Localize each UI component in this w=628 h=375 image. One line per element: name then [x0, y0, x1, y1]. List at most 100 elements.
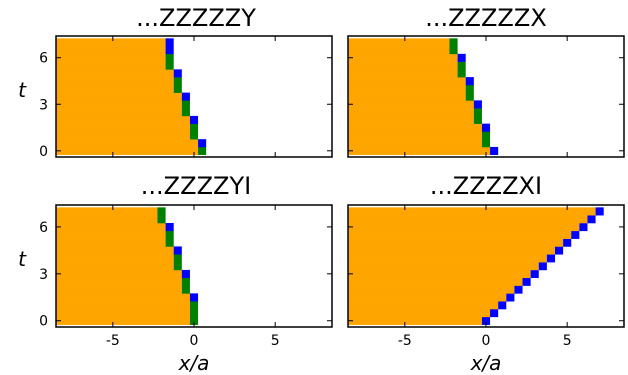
x-tick-label: -5: [106, 333, 120, 349]
plot-frame: [55, 204, 333, 328]
marker-cell: [555, 246, 564, 255]
marker-cell: [181, 285, 190, 294]
filled-region: [348, 61, 458, 70]
x-axis-label: x/a: [470, 351, 502, 375]
marker-cell: [473, 100, 482, 109]
plot-area: [347, 35, 625, 158]
filled-region: [348, 215, 588, 224]
filled-region: [56, 115, 190, 124]
filled-region: [348, 84, 466, 93]
panel-bottom-left: ...ZZZZYI 0 3 6 -5 0 5 t x/a: [18, 172, 333, 375]
filled-region: [348, 309, 491, 318]
marker-cell: [506, 293, 515, 302]
filled-region: [348, 238, 564, 247]
filled-region: [348, 108, 474, 117]
marker-cell: [181, 269, 190, 279]
y-tick-label: 0: [39, 144, 48, 160]
panel-title: ...ZZZZZY: [136, 4, 256, 32]
marker-cell: [189, 115, 199, 124]
filled-region: [348, 38, 450, 47]
marker-cell: [173, 84, 182, 93]
marker-cell: [181, 108, 190, 117]
marker-cell: [157, 215, 166, 224]
filled-region: [56, 222, 166, 232]
marker-cell: [189, 301, 199, 310]
y-tick-labels: 0 3 6: [39, 51, 48, 160]
filled-region: [56, 246, 174, 255]
marker-cell: [173, 246, 182, 255]
filled-region: [56, 269, 182, 279]
marker-cell: [481, 316, 491, 325]
plot-area: [55, 204, 333, 328]
panel-top-right: ...ZZZZZX: [347, 4, 625, 158]
filled-region: [56, 230, 166, 239]
filled-region: [348, 69, 458, 78]
y-tick-label: 6: [39, 220, 48, 236]
filled-region: [348, 92, 466, 101]
marker-cell: [173, 77, 182, 86]
filled-region: [348, 146, 491, 155]
filled-region: [348, 131, 482, 140]
filled-region: [348, 46, 450, 55]
filled-region: [56, 301, 190, 310]
marker-cell: [165, 238, 174, 247]
marker-cell: [522, 277, 531, 286]
marker-cell: [481, 131, 491, 140]
filled-region: [348, 207, 596, 216]
filled-region: [56, 53, 166, 62]
y-tick-label: 3: [39, 267, 48, 283]
filled-region: [348, 316, 482, 325]
filled-region: [348, 254, 547, 263]
filled-region: [56, 215, 158, 224]
filled-region: [56, 293, 190, 302]
marker-cell: [165, 222, 174, 232]
marker-cell: [481, 123, 491, 132]
marker-cell: [465, 77, 474, 86]
marker-cell: [563, 238, 572, 247]
filled-region: [56, 309, 190, 318]
marker-cell: [465, 84, 474, 93]
plot-area: [55, 35, 333, 158]
filled-region: [56, 38, 166, 47]
x-tick-label: 5: [271, 333, 280, 349]
marker-cell: [571, 230, 580, 239]
filled-region: [56, 92, 182, 101]
filled-region: [56, 77, 174, 86]
marker-cell: [189, 293, 199, 302]
marker-cell: [538, 262, 547, 271]
filled-region: [348, 269, 531, 279]
filled-region: [348, 115, 474, 124]
marker-cell: [181, 100, 190, 109]
filled-region: [56, 316, 190, 325]
marker-cell: [465, 92, 474, 101]
x-tick-label: 0: [190, 333, 199, 349]
filled-region: [348, 293, 507, 302]
marker-cell: [165, 53, 174, 62]
panel-top-left: ...ZZZZZY 0 3 6 t: [18, 4, 333, 160]
marker-cell: [189, 309, 199, 318]
filled-region: [348, 100, 474, 109]
panel-title: ...ZZZZYI: [141, 172, 251, 200]
y-axis-label: t: [18, 247, 27, 271]
filled-region: [56, 262, 174, 271]
marker-cell: [189, 123, 199, 132]
y-tick-label: 3: [39, 97, 48, 113]
filled-region: [348, 262, 539, 271]
marker-cell: [181, 277, 190, 286]
filled-region: [348, 230, 572, 239]
panel-bottom-right: ...ZZZZXI -5 0 5 x/a: [347, 172, 625, 375]
filled-region: [56, 84, 174, 93]
filled-region: [56, 285, 182, 294]
filled-region: [56, 123, 190, 132]
x-tick-label: 0: [482, 333, 491, 349]
filled-region: [348, 53, 458, 62]
marker-cell: [490, 309, 499, 318]
marker-cell: [546, 254, 555, 263]
panel-title: ...ZZZZXI: [430, 172, 542, 200]
filled-region: [56, 146, 199, 155]
filled-region: [348, 246, 555, 255]
filled-region: [56, 277, 182, 286]
filled-region: [56, 108, 182, 117]
marker-cell: [498, 301, 507, 310]
x-tick-label: 5: [563, 333, 572, 349]
